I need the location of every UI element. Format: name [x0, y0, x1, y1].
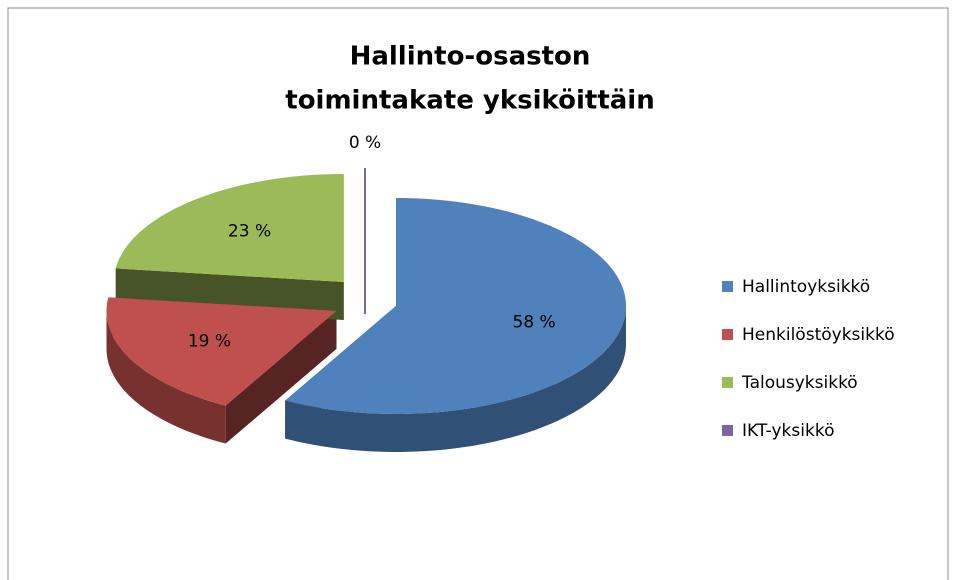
slice [106, 297, 337, 406]
legend-swatch [722, 377, 733, 388]
slice [115, 173, 344, 282]
slice-side [285, 305, 626, 452]
legend-label: Henkilöstöyksikkö [742, 325, 895, 345]
data-label: 58 % [513, 313, 556, 333]
legend-label: IKT-yksikkö [742, 421, 834, 441]
data-label: 0 % [349, 133, 381, 153]
chart-title: Hallinto-osaston [350, 42, 591, 72]
legend-label: Hallintoyksikkö [742, 277, 870, 297]
legend-label: Talousyksikkö [741, 373, 858, 393]
chart-title: toimintakate yksiköittäin [285, 86, 654, 116]
data-label: 19 % [188, 331, 231, 351]
data-label: 23 % [228, 222, 271, 242]
slice-tops [106, 167, 626, 414]
legend-swatch [722, 425, 733, 436]
legend-swatch [722, 281, 733, 292]
legend-swatch [722, 329, 733, 340]
slice-side [106, 310, 226, 444]
slice [285, 197, 626, 414]
